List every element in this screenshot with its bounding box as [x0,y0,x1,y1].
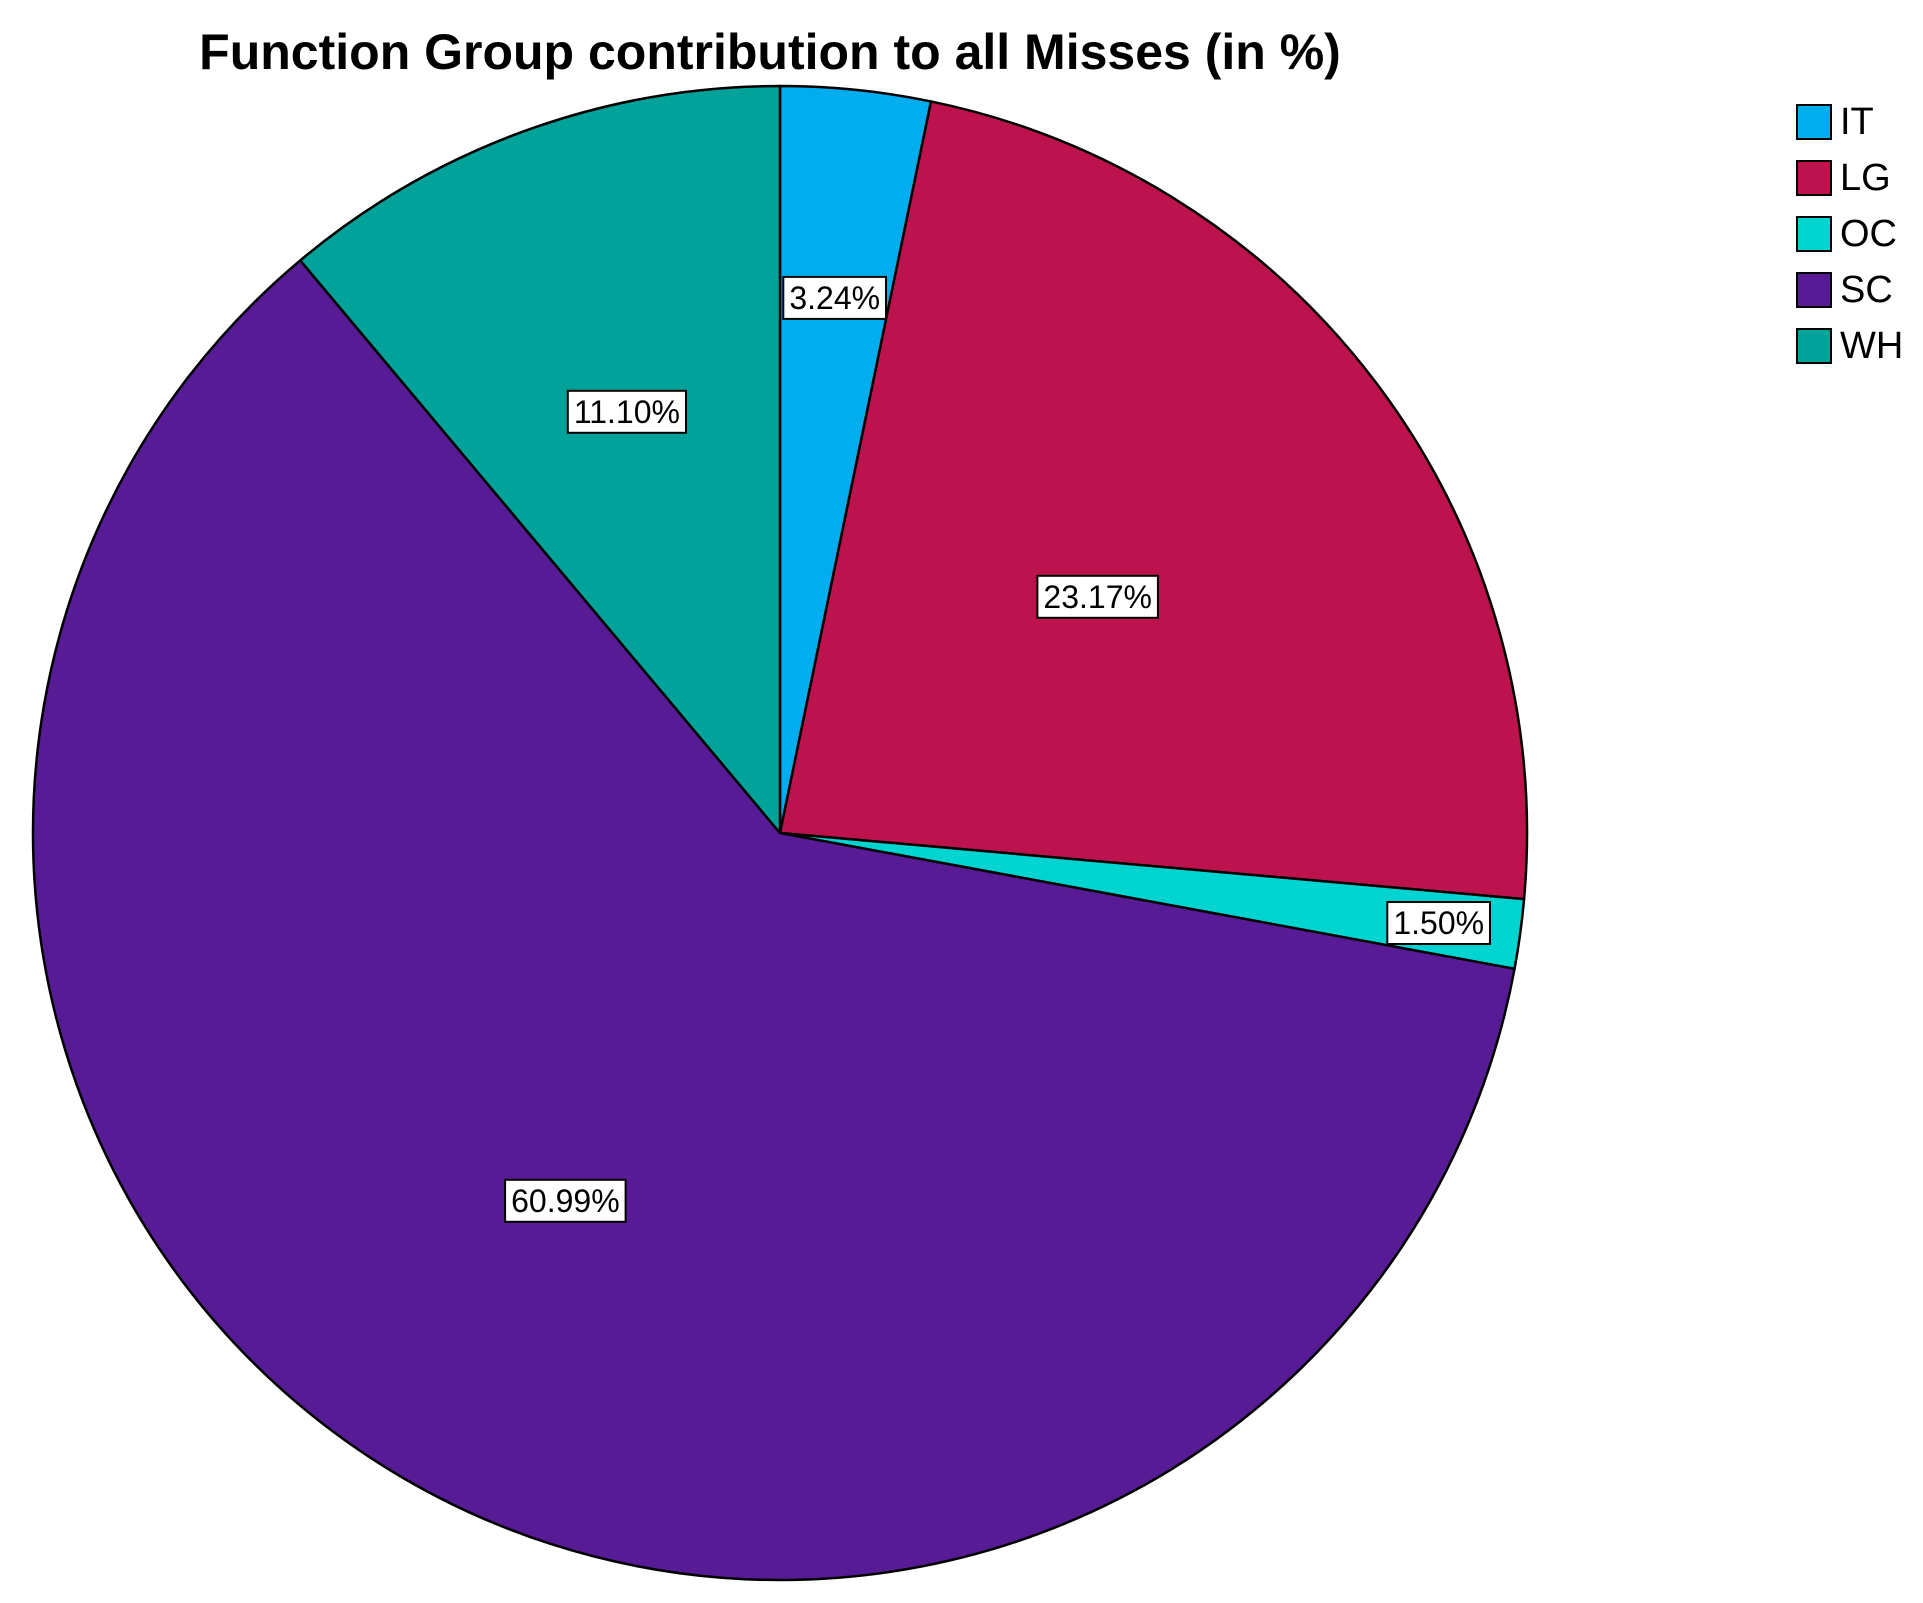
legend-item-lg: LG [1796,150,1923,206]
pie-slice-lg [778,100,1529,901]
legend-label-oc: OC [1840,213,1897,255]
data-label-text-sc: 60.99% [511,1183,620,1219]
data-label-box-sc [504,1178,627,1223]
pie-slice-wh [298,84,782,835]
legend-item-sc: SC [1796,262,1923,318]
legend-label-it: IT [1840,101,1874,143]
data-label-wh: 11.10% [566,389,687,434]
data-label-box-it [782,275,887,320]
legend-item-it: IT [1796,94,1923,150]
pie-data-labels: 3.24% 23.17% 1.50% 60.99% 11.10% [504,275,1492,1223]
pie-slice-sc [31,259,1516,1582]
data-label-sc: 60.99% [504,1178,627,1223]
legend-label-lg: LG [1840,157,1891,199]
pie-slices [31,84,1529,1582]
data-label-text-wh: 11.10% [574,394,680,430]
data-label-box-oc [1386,901,1492,945]
legend-item-oc: OC [1796,206,1923,262]
data-label-oc: 1.50% [1386,901,1492,945]
chart-title: Function Group contribution to all Misse… [199,24,1341,80]
legend-swatch-oc [1796,216,1832,252]
data-label-it: 3.24% [782,275,887,320]
data-label-text-it: 3.24% [789,280,880,316]
data-label-text-lg: 23.17% [1043,579,1152,615]
data-label-lg: 23.17% [1036,574,1159,619]
legend-label-wh: WH [1840,325,1904,367]
legend-swatch-lg [1796,160,1832,196]
legend-swatch-sc [1796,272,1832,308]
legend-item-wh: WH [1796,318,1923,374]
data-label-box-wh [566,389,687,434]
legend: IT LG OC SC WH [1796,94,1923,374]
data-label-text-oc: 1.50% [1393,905,1484,941]
legend-swatch-it [1796,104,1832,140]
data-label-box-lg [1036,574,1159,619]
legend-label-sc: SC [1840,269,1893,311]
legend-swatch-wh [1796,328,1832,364]
